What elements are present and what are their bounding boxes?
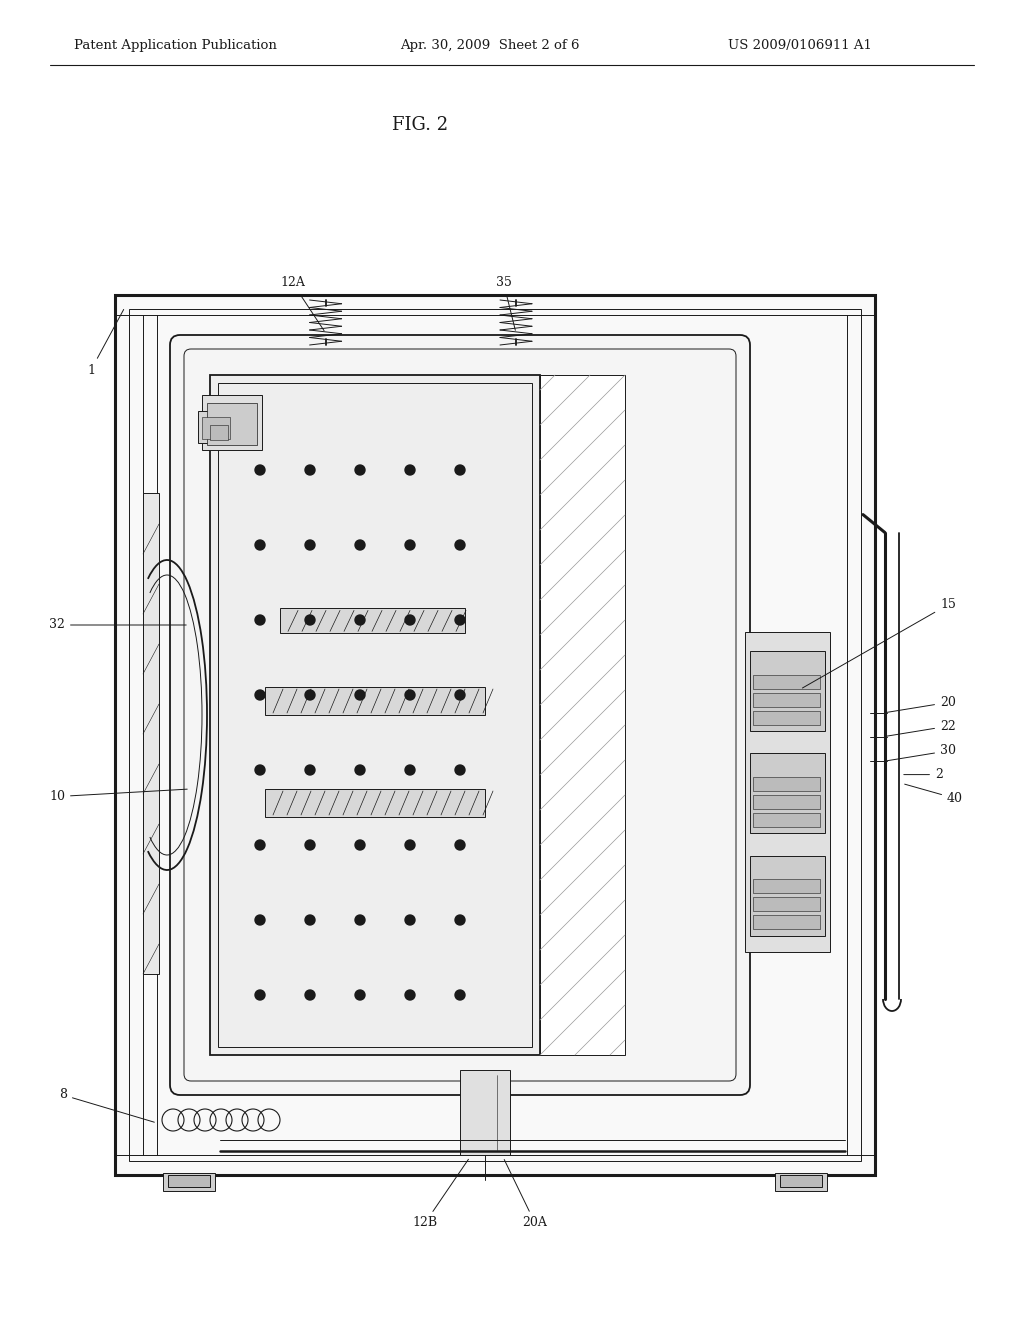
Circle shape xyxy=(305,540,315,550)
Bar xyxy=(460,1071,510,1155)
Bar xyxy=(750,855,825,936)
Circle shape xyxy=(355,465,365,475)
Circle shape xyxy=(355,990,365,1001)
Text: 40: 40 xyxy=(904,784,963,805)
Bar xyxy=(745,632,830,952)
Text: 20A: 20A xyxy=(504,1159,548,1229)
FancyBboxPatch shape xyxy=(170,335,750,1096)
Circle shape xyxy=(255,990,265,1001)
Bar xyxy=(202,395,262,450)
Circle shape xyxy=(455,840,465,850)
Circle shape xyxy=(355,615,365,624)
Text: 35: 35 xyxy=(496,276,515,330)
Bar xyxy=(115,294,874,1175)
Bar xyxy=(750,754,825,833)
Circle shape xyxy=(355,840,365,850)
Circle shape xyxy=(406,990,415,1001)
Circle shape xyxy=(455,915,465,925)
Bar xyxy=(143,492,159,974)
Circle shape xyxy=(305,615,315,624)
Bar xyxy=(753,879,820,894)
Circle shape xyxy=(455,615,465,624)
Bar xyxy=(210,425,228,440)
Circle shape xyxy=(255,465,265,475)
Circle shape xyxy=(406,540,415,550)
Circle shape xyxy=(305,915,315,925)
Text: 12B: 12B xyxy=(413,1159,468,1229)
Circle shape xyxy=(406,840,415,850)
Circle shape xyxy=(455,690,465,700)
Bar xyxy=(168,1175,210,1187)
Bar xyxy=(753,795,820,809)
Circle shape xyxy=(355,766,365,775)
Bar xyxy=(753,813,820,828)
Circle shape xyxy=(255,915,265,925)
Circle shape xyxy=(355,915,365,925)
Bar xyxy=(207,403,257,445)
Bar xyxy=(753,898,820,911)
Bar xyxy=(753,675,820,689)
Text: 22: 22 xyxy=(886,719,955,737)
Text: 32: 32 xyxy=(49,619,186,631)
Bar xyxy=(210,375,540,1055)
Text: 12A: 12A xyxy=(281,276,324,331)
Circle shape xyxy=(455,465,465,475)
Circle shape xyxy=(455,990,465,1001)
Circle shape xyxy=(305,465,315,475)
Bar xyxy=(753,693,820,706)
Bar xyxy=(750,651,825,731)
Bar xyxy=(218,383,532,1047)
Bar xyxy=(265,686,485,715)
Text: 15: 15 xyxy=(803,598,955,688)
Bar xyxy=(753,915,820,929)
Circle shape xyxy=(355,540,365,550)
Circle shape xyxy=(406,915,415,925)
Circle shape xyxy=(355,690,365,700)
Text: FIG. 2: FIG. 2 xyxy=(392,116,449,135)
Circle shape xyxy=(255,766,265,775)
Circle shape xyxy=(255,690,265,700)
Bar xyxy=(780,1175,822,1187)
Bar xyxy=(280,609,465,634)
Circle shape xyxy=(406,690,415,700)
Bar xyxy=(198,411,236,444)
Text: Apr. 30, 2009  Sheet 2 of 6: Apr. 30, 2009 Sheet 2 of 6 xyxy=(400,38,580,51)
Circle shape xyxy=(406,465,415,475)
Text: 1: 1 xyxy=(87,309,124,376)
Circle shape xyxy=(305,690,315,700)
Bar xyxy=(753,777,820,791)
Bar xyxy=(775,1173,827,1191)
Circle shape xyxy=(455,766,465,775)
Circle shape xyxy=(406,766,415,775)
Circle shape xyxy=(255,840,265,850)
Text: 2: 2 xyxy=(904,768,943,781)
Text: US 2009/0106911 A1: US 2009/0106911 A1 xyxy=(728,38,872,51)
Circle shape xyxy=(305,766,315,775)
Text: 30: 30 xyxy=(886,744,956,760)
Text: Patent Application Publication: Patent Application Publication xyxy=(74,38,276,51)
Bar xyxy=(540,375,625,1055)
Bar xyxy=(129,309,861,1162)
Circle shape xyxy=(305,990,315,1001)
Bar xyxy=(753,710,820,725)
Circle shape xyxy=(255,540,265,550)
Circle shape xyxy=(255,615,265,624)
Text: 10: 10 xyxy=(49,789,187,803)
Bar xyxy=(202,417,230,440)
Circle shape xyxy=(406,615,415,624)
Text: 8: 8 xyxy=(59,1089,155,1122)
Circle shape xyxy=(305,840,315,850)
Circle shape xyxy=(455,540,465,550)
Bar xyxy=(163,1173,215,1191)
Text: 20: 20 xyxy=(886,696,955,713)
Bar xyxy=(265,789,485,817)
